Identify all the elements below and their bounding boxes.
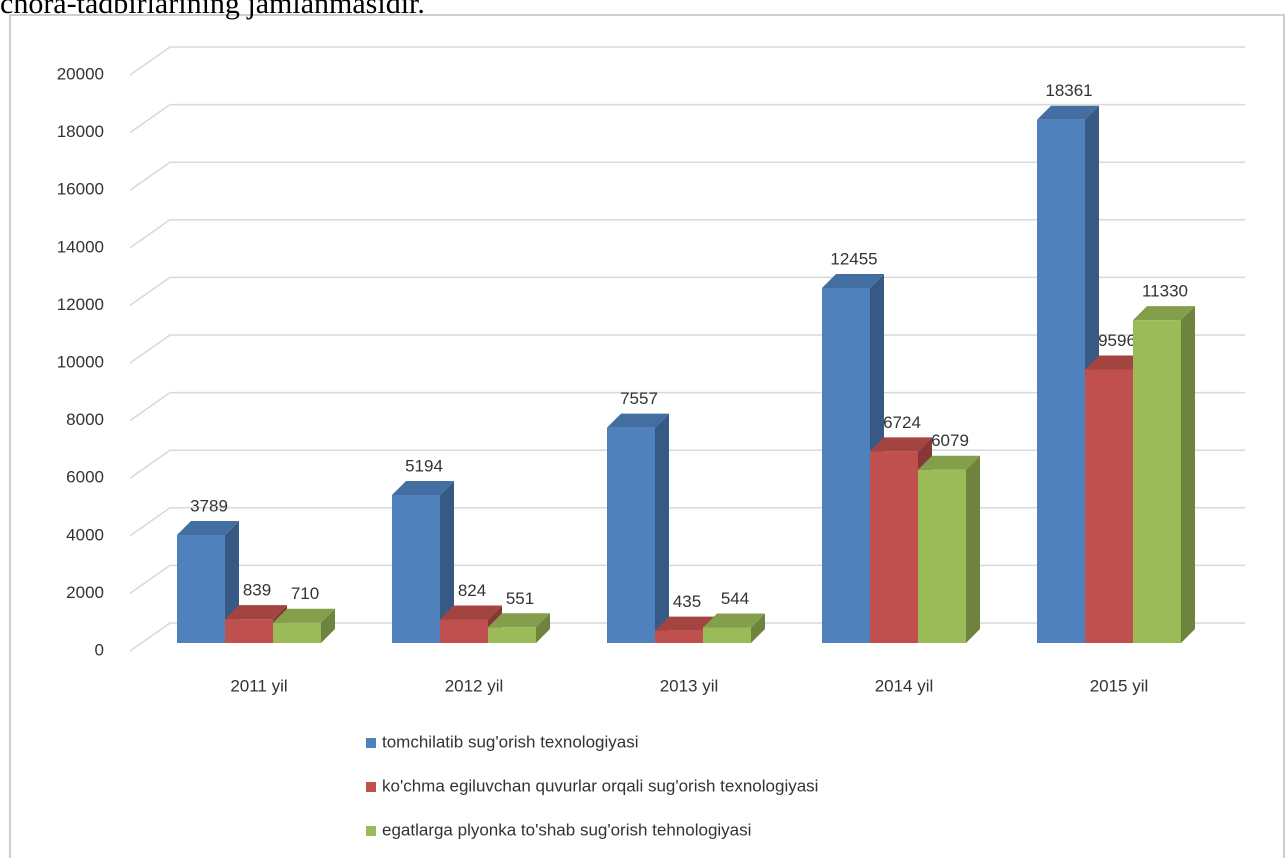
- y-tick-label: 16000: [57, 180, 104, 199]
- bar-face: [1133, 306, 1195, 321]
- bar-face: [1085, 369, 1133, 643]
- bar-face: [321, 608, 335, 643]
- legend-label: ko'chma egiluvchan quvurlar orqali sug'o…: [382, 776, 818, 795]
- legend-label: tomchilatib sug'orish texnologiyasi: [382, 732, 639, 751]
- y-tick-label: 4000: [66, 525, 104, 544]
- data-label: 3789: [190, 496, 228, 515]
- data-label: 435: [673, 592, 701, 611]
- bar-face: [440, 480, 454, 643]
- data-label: 9596: [1098, 331, 1136, 350]
- bar: [488, 613, 550, 643]
- bar-face: [392, 494, 440, 643]
- x-tick-label: 2012 yil: [445, 676, 504, 695]
- bar-face: [1085, 355, 1147, 370]
- bar-face: [822, 274, 884, 289]
- bar: [607, 413, 669, 643]
- x-tick-label: 2015 yil: [1090, 676, 1149, 695]
- bar-face: [607, 413, 669, 428]
- y-tick-label: 2000: [66, 583, 104, 602]
- y-tick-label: 10000: [57, 352, 104, 371]
- bar-face: [488, 627, 536, 643]
- bar: [1133, 306, 1195, 643]
- bar-face: [177, 521, 239, 536]
- data-label: 11330: [1142, 282, 1188, 301]
- bar-face: [966, 455, 980, 643]
- bar-face: [392, 480, 454, 495]
- bar-face: [918, 455, 980, 470]
- data-label: 12455: [830, 250, 877, 269]
- bar-face: [655, 630, 703, 643]
- y-tick-label: 20000: [57, 64, 104, 83]
- y-tick-label: 0: [95, 640, 104, 659]
- data-label: 824: [458, 581, 486, 600]
- bar-face: [822, 288, 870, 643]
- bar-face: [751, 613, 765, 643]
- bar-face: [273, 608, 335, 623]
- grid-line: [129, 161, 1245, 191]
- bar-face: [870, 437, 932, 452]
- y-tick-label: 8000: [66, 410, 104, 429]
- data-label: 839: [243, 581, 271, 600]
- grid-line: [129, 103, 1245, 134]
- bar-face: [607, 427, 655, 643]
- bar-face: [536, 613, 550, 643]
- data-label: 544: [721, 589, 749, 608]
- bar: [703, 613, 765, 643]
- bar: [392, 480, 454, 643]
- grid-line: [129, 219, 1245, 249]
- data-label: 6079: [931, 431, 969, 450]
- legend-label: egatlarga plyonka to'shab sug'orish tehn…: [382, 820, 751, 839]
- grid-line: [129, 276, 1245, 307]
- data-label: 6724: [883, 413, 921, 432]
- legend-swatch: [366, 738, 376, 748]
- bar: [918, 455, 980, 643]
- data-label: 7557: [620, 389, 658, 408]
- bar-face: [703, 613, 765, 628]
- bar-face: [1037, 105, 1099, 120]
- bar-face: [273, 622, 321, 643]
- bar-face: [440, 619, 488, 643]
- data-label: 551: [506, 589, 534, 608]
- bar-face: [177, 535, 225, 643]
- bar-face: [655, 413, 669, 643]
- bar-face: [440, 605, 502, 620]
- bar-face: [225, 619, 273, 643]
- bar-face: [870, 451, 918, 643]
- x-tick-label: 2013 yil: [660, 676, 719, 695]
- legend-swatch: [366, 782, 376, 792]
- y-tick-label: 14000: [57, 237, 104, 256]
- y-tick-label: 6000: [66, 468, 104, 487]
- bar-face: [488, 613, 550, 628]
- x-tick-label: 2011 yil: [230, 676, 287, 695]
- bar-face: [1181, 306, 1195, 643]
- bar-face: [703, 627, 751, 643]
- bar: [273, 608, 335, 643]
- x-tick-label: 2014 yil: [875, 676, 934, 695]
- grid-line: [129, 334, 1245, 364]
- grid-line: [129, 391, 1245, 422]
- bar-face: [655, 616, 717, 631]
- bar-face: [225, 605, 287, 620]
- bar-face: [918, 469, 966, 643]
- data-label: 5194: [405, 456, 443, 475]
- grid-line: [129, 46, 1245, 76]
- caption: chora-tadbirlarining jamlanmasidir.: [0, 0, 425, 20]
- y-tick-label: 12000: [57, 295, 104, 314]
- bar-face: [1037, 119, 1085, 644]
- y-tick-label: 18000: [57, 122, 104, 141]
- legend-swatch: [366, 826, 376, 836]
- data-label: 710: [291, 584, 319, 603]
- bar-face: [1133, 320, 1181, 643]
- data-label: 18361: [1045, 81, 1092, 100]
